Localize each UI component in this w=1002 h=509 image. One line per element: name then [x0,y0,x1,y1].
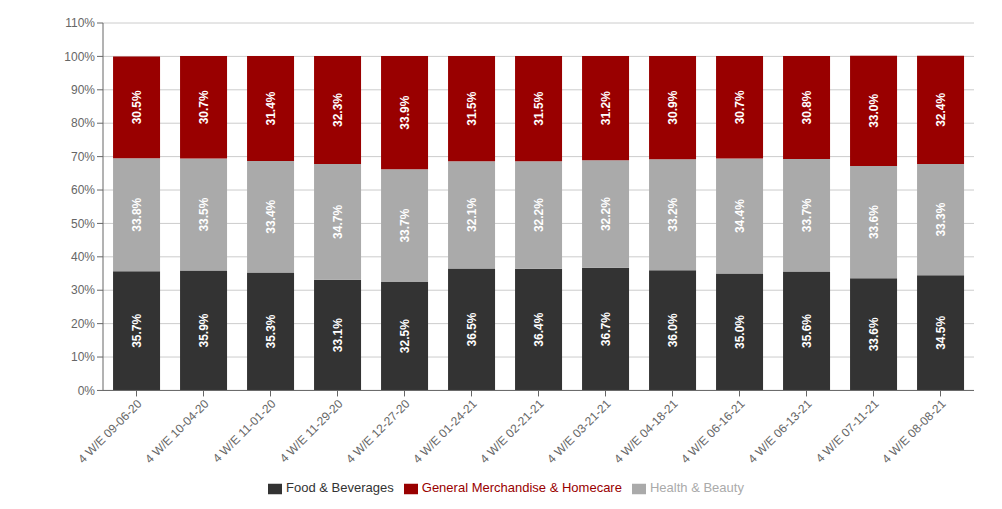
svg-text:0%: 0% [78,384,96,398]
svg-text:4 W/E 02-21-21: 4 W/E 02-21-21 [477,396,547,466]
svg-text:31.2%: 31.2% [599,91,613,125]
html-text:General Merchandise & Homecare: General Merchandise & Homecare [421,480,622,496]
svg-text:33.1%: 33.1% [331,318,345,352]
svg-text:4 W/E 04-18-21: 4 W/E 04-18-21 [611,396,681,466]
svg-text:31.5%: 31.5% [465,91,479,125]
svg-text:50%: 50% [71,217,95,231]
svg-text:4 W/E 08-08-21: 4 W/E 08-08-21 [879,396,949,466]
svg-text:33.7%: 33.7% [398,208,412,242]
svg-text:32.2%: 32.2% [532,198,546,232]
svg-text:36.5%: 36.5% [465,312,479,346]
svg-text:4 W/E 06-16-21: 4 W/E 06-16-21 [678,396,748,466]
svg-text:70%: 70% [71,150,95,164]
svg-text:33.5%: 33.5% [197,197,211,231]
svg-text:30.8%: 30.8% [800,90,814,124]
svg-text:32.3%: 32.3% [331,93,345,127]
svg-text:40%: 40% [71,250,95,264]
svg-text:100%: 100% [64,50,95,64]
svg-text:35.9%: 35.9% [197,313,211,347]
svg-text:32.4%: 32.4% [934,93,948,127]
svg-text:30.9%: 30.9% [666,90,680,124]
svg-text:34.5%: 34.5% [934,315,948,349]
html-text:Food & Beverages: Food & Beverages [286,480,394,496]
svg-text:110%: 110% [65,16,95,30]
svg-text:34.4%: 34.4% [733,199,747,233]
svg-text:4 W/E 07-11-21: 4 W/E 07-11-21 [813,396,882,465]
svg-text:32.2%: 32.2% [599,197,613,231]
svg-text:4 W/E 09-06-20: 4 W/E 09-06-20 [75,396,145,466]
svg-text:36.7%: 36.7% [599,312,613,346]
svg-text:31.4%: 31.4% [264,91,278,125]
svg-text:32.1%: 32.1% [465,198,479,232]
svg-text:33.8%: 33.8% [130,197,144,231]
svg-text:33.2%: 33.2% [666,197,680,231]
svg-text:4 W/E 03-21-21: 4 W/E 03-21-21 [544,396,614,466]
html-text:Health & Beauty: Health & Beauty [649,480,744,496]
svg-text:10%: 10% [71,350,95,364]
svg-text:33.4%: 33.4% [264,199,278,233]
svg-text:32.5%: 32.5% [398,319,412,353]
svg-text:30%: 30% [71,283,95,297]
svg-text:33.6%: 33.6% [867,205,881,239]
svg-text:60%: 60% [71,183,95,197]
svg-text:33.0%: 33.0% [867,94,881,128]
svg-text:33.3%: 33.3% [934,202,948,236]
svg-text:30.7%: 30.7% [733,90,747,124]
svg-text:30.7%: 30.7% [197,90,211,124]
svg-text:31.5%: 31.5% [532,91,546,125]
svg-text:4 W/E 06-13-21: 4 W/E 06-13-21 [745,396,815,466]
svg-text:90%: 90% [71,83,95,97]
svg-text:4 W/E 12-27-20: 4 W/E 12-27-20 [343,396,413,466]
svg-text:4 W/E 11-01-20: 4 W/E 11-01-20 [210,396,279,465]
svg-text:36.4%: 36.4% [532,312,546,346]
svg-text:4 W/E 01-24-21: 4 W/E 01-24-21 [410,396,480,466]
svg-text:34.7%: 34.7% [331,205,345,239]
svg-text:20%: 20% [71,317,95,331]
svg-text:36.0%: 36.0% [666,313,680,347]
svg-text:33.9%: 33.9% [398,95,412,129]
svg-text:35.6%: 35.6% [800,314,814,348]
svg-text:30.5%: 30.5% [130,90,144,124]
svg-text:35.3%: 35.3% [264,314,278,348]
svg-text:4 W/E 11-29-20: 4 W/E 11-29-20 [277,396,346,465]
svg-text:33.7%: 33.7% [800,198,814,232]
svg-text:4 W/E 10-04-20: 4 W/E 10-04-20 [142,396,212,466]
svg-text:33.6%: 33.6% [867,317,881,351]
svg-text:80%: 80% [71,116,95,130]
svg-text:35.0%: 35.0% [733,315,747,349]
svg-text:35.7%: 35.7% [130,313,144,347]
